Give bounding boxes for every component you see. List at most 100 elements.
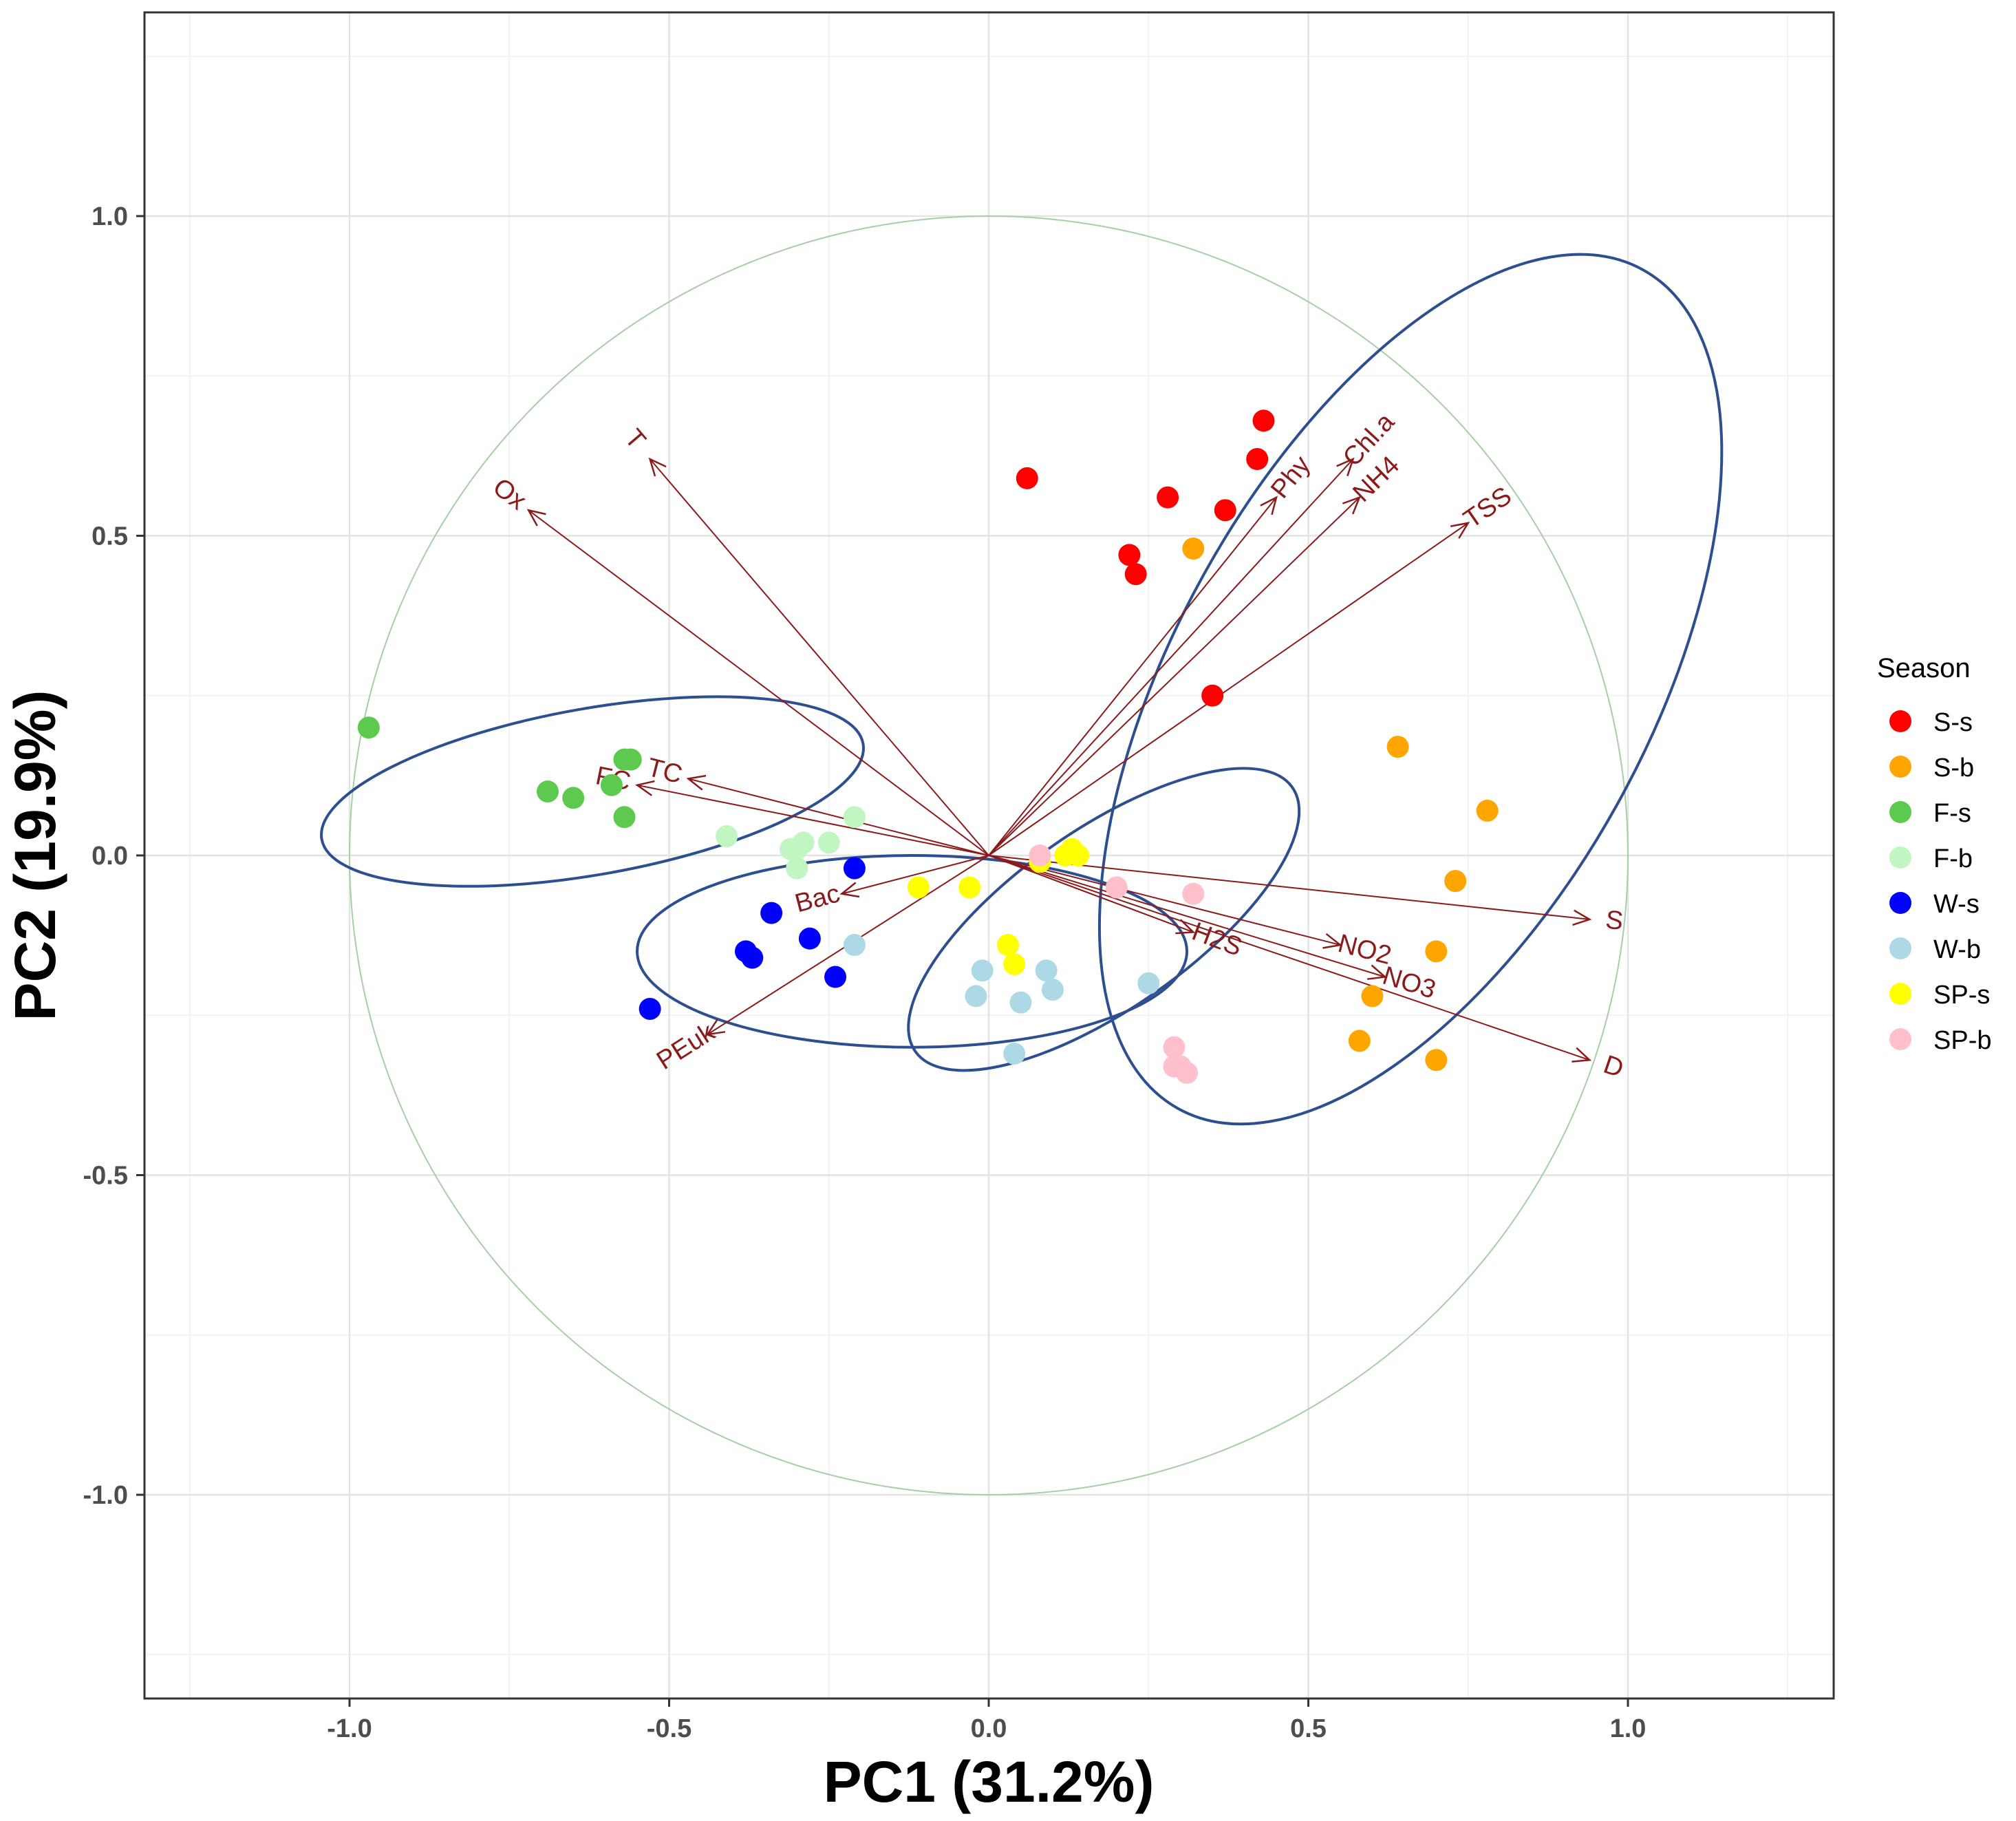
data-point xyxy=(619,748,642,771)
x-tick-label: 0.5 xyxy=(1290,1714,1327,1743)
series-sp-s xyxy=(907,838,1090,975)
arrow-s: S xyxy=(988,855,1624,936)
data-point xyxy=(1201,684,1224,707)
data-point xyxy=(1476,799,1499,822)
x-axis-title: PC1 (31.2%) xyxy=(824,1749,1155,1814)
x-tick-label: 0.0 xyxy=(971,1714,1007,1743)
arrow-shaft xyxy=(988,497,1360,856)
arrow-shaft xyxy=(988,497,1277,856)
series-w-s xyxy=(639,857,866,1020)
data-point xyxy=(1118,544,1141,566)
y-tick-label: -1.0 xyxy=(83,1481,128,1510)
data-point xyxy=(1246,448,1269,471)
arrow-head xyxy=(635,780,655,796)
data-point xyxy=(786,857,808,880)
ellipse-sp xyxy=(907,767,1301,1072)
arrow-shaft xyxy=(841,855,989,895)
arrow-shaft xyxy=(636,784,989,856)
arrow-head xyxy=(1175,919,1196,935)
arrow-shaft xyxy=(988,855,1590,920)
legend-label: S-s xyxy=(1933,708,1973,737)
legend-swatch xyxy=(1889,983,1911,1005)
legend-swatch xyxy=(1889,756,1911,778)
data-point xyxy=(1009,991,1032,1014)
arrow-head xyxy=(1572,909,1592,926)
data-point xyxy=(1016,467,1038,489)
data-point xyxy=(1214,499,1236,522)
series-s-b xyxy=(1182,537,1499,1072)
data-point xyxy=(1425,940,1448,963)
arrow-head xyxy=(526,509,546,526)
ellipse-f xyxy=(320,695,865,888)
group-ellipses xyxy=(320,253,1724,1126)
data-point xyxy=(1182,537,1205,560)
data-point xyxy=(1444,870,1467,893)
y-tick-label: 1.0 xyxy=(92,202,128,231)
legend-label: S-b xyxy=(1933,754,1974,782)
series-f-s xyxy=(357,716,642,829)
arrow-shaft xyxy=(988,855,1590,1061)
arrow-shaft xyxy=(988,855,1341,946)
data-point xyxy=(792,831,815,854)
legend-swatch xyxy=(1889,892,1911,914)
ellipse-s xyxy=(1097,253,1724,1126)
data-point xyxy=(843,934,866,957)
legend-swatch xyxy=(1889,846,1911,869)
legend-items: S-s S-b F-s F-b W-s W-b SP-s SP-b xyxy=(1889,708,1991,1055)
legend-label: F-b xyxy=(1933,844,1973,873)
arrow-shaft xyxy=(988,855,1194,933)
data-point xyxy=(1252,409,1275,432)
data-point xyxy=(1386,736,1409,758)
arrow-head xyxy=(1367,964,1387,980)
legend-swatch xyxy=(1889,801,1911,823)
data-point xyxy=(600,774,623,796)
arrow-label: S xyxy=(1604,906,1624,936)
data-point xyxy=(613,806,636,829)
arrow-head xyxy=(1450,522,1470,539)
arrow-head xyxy=(1342,496,1362,515)
legend: Season S-s S-b F-s F-b W-s W-b SP-s SP-b xyxy=(1877,653,1991,1055)
data-point xyxy=(1003,952,1026,975)
legend-item-w-b: W-b xyxy=(1889,935,1981,964)
arrow-shaft xyxy=(988,458,1354,856)
arrow-head xyxy=(705,1019,726,1036)
legend-item-sp-b: SP-b xyxy=(1889,1026,1991,1055)
legend-label: W-b xyxy=(1933,935,1981,964)
series-s-s xyxy=(1016,409,1275,707)
legend-swatch xyxy=(1889,710,1911,732)
arrow-head xyxy=(839,882,860,898)
arrow-head xyxy=(1260,496,1278,515)
legend-label: W-s xyxy=(1933,890,1980,919)
data-point xyxy=(1124,563,1147,586)
legend-item-f-s: F-s xyxy=(1889,799,1971,828)
y-tick-label: 0.5 xyxy=(92,522,128,551)
data-point xyxy=(824,966,847,988)
data-point xyxy=(1029,844,1051,866)
data-point xyxy=(1041,979,1064,1001)
data-point xyxy=(798,927,821,950)
arrow-shaft xyxy=(649,458,989,856)
data-points xyxy=(357,409,1499,1084)
data-point xyxy=(1163,1036,1186,1058)
correlation-circle-layer xyxy=(349,215,1629,1495)
arrow-head xyxy=(686,774,707,791)
arrow-head xyxy=(1572,1047,1592,1063)
series-sp-b xyxy=(1029,844,1205,1084)
data-point xyxy=(1348,1030,1371,1052)
data-point xyxy=(1105,876,1128,899)
legend-label: F-s xyxy=(1933,799,1971,828)
data-point xyxy=(1169,1055,1192,1078)
arrow-head xyxy=(648,457,667,477)
data-point xyxy=(843,806,866,829)
legend-swatch xyxy=(1889,937,1911,959)
data-point xyxy=(536,780,559,803)
data-point xyxy=(760,902,783,924)
data-point xyxy=(817,831,840,854)
legend-item-f-b: F-b xyxy=(1889,844,1973,873)
data-point xyxy=(357,716,380,739)
legend-swatch xyxy=(1889,1028,1911,1050)
legend-item-s-s: S-s xyxy=(1889,708,1973,737)
data-point xyxy=(843,857,866,880)
arrow-shaft xyxy=(688,778,989,856)
data-point xyxy=(971,959,994,982)
